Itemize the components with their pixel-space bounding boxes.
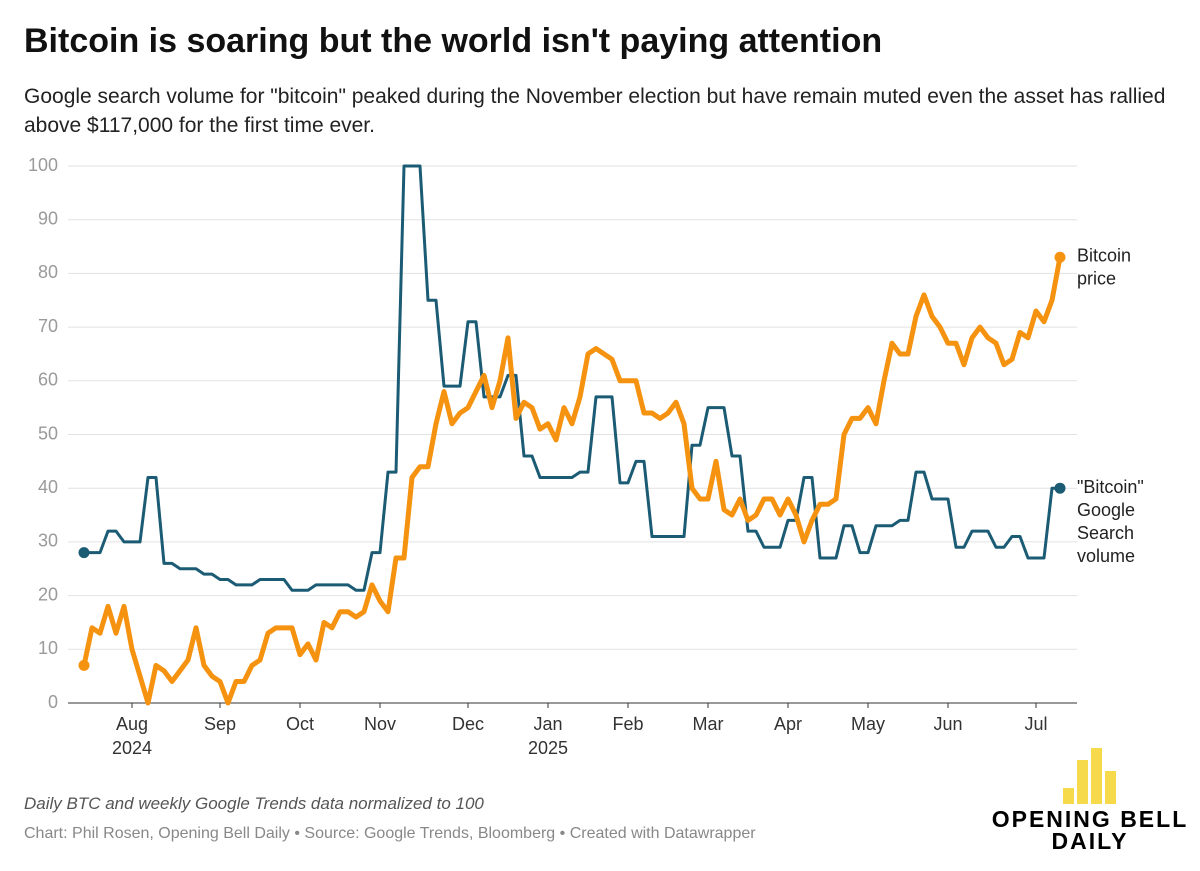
y-tick-label: 30 bbox=[38, 531, 58, 551]
x-tick-label: Jul bbox=[1024, 714, 1047, 734]
x-tick-label: Aug 2024 bbox=[112, 714, 152, 758]
x-tick-label: Mar bbox=[693, 714, 724, 734]
chart-title: Bitcoin is soaring but the world isn't p… bbox=[24, 22, 883, 60]
y-tick-label: 80 bbox=[38, 262, 58, 282]
y-tick-label: 20 bbox=[38, 584, 58, 604]
end-dot bbox=[1054, 482, 1066, 494]
x-tick-label: Jan 2025 bbox=[528, 714, 568, 758]
logo-bars bbox=[1063, 748, 1116, 804]
logo-text: OPENING BELL bbox=[992, 806, 1189, 832]
y-tick-label: 40 bbox=[38, 477, 58, 497]
y-tick-label: 60 bbox=[38, 370, 58, 390]
chart-subtitle: Google search volume for "bitcoin" peake… bbox=[24, 85, 1166, 137]
x-tick-label: Dec bbox=[452, 714, 484, 734]
logo-text: DAILY bbox=[1052, 828, 1129, 854]
x-tick-label: Nov bbox=[364, 714, 396, 734]
y-tick-label: 50 bbox=[38, 423, 58, 443]
series-line bbox=[81, 256, 1063, 706]
series-label: "Bitcoin" Google Search volume bbox=[1077, 477, 1144, 566]
x-tick-label: Jun bbox=[933, 714, 962, 734]
x-tick-label: Apr bbox=[774, 714, 802, 734]
y-tick-label: 70 bbox=[38, 316, 58, 336]
y-tick-label: 0 bbox=[48, 692, 58, 712]
x-tick-label: Oct bbox=[286, 714, 314, 734]
x-tick-label: Feb bbox=[612, 714, 643, 734]
y-tick-label: 100 bbox=[28, 155, 58, 175]
series-label: Bitcoin price bbox=[1077, 245, 1131, 288]
series-line bbox=[84, 164, 1060, 592]
x-tick-label: Sep bbox=[204, 714, 236, 734]
y-tick-label: 90 bbox=[38, 208, 58, 228]
y-tick-label: 10 bbox=[38, 638, 58, 658]
x-tick-label: May bbox=[851, 714, 885, 734]
chart-note: Daily BTC and weekly Google Trends data … bbox=[24, 794, 484, 813]
end-dot bbox=[78, 547, 90, 559]
end-dot bbox=[1054, 251, 1066, 263]
chart-source: Chart: Phil Rosen, Opening Bell Daily • … bbox=[24, 825, 756, 842]
end-dot bbox=[78, 659, 90, 671]
